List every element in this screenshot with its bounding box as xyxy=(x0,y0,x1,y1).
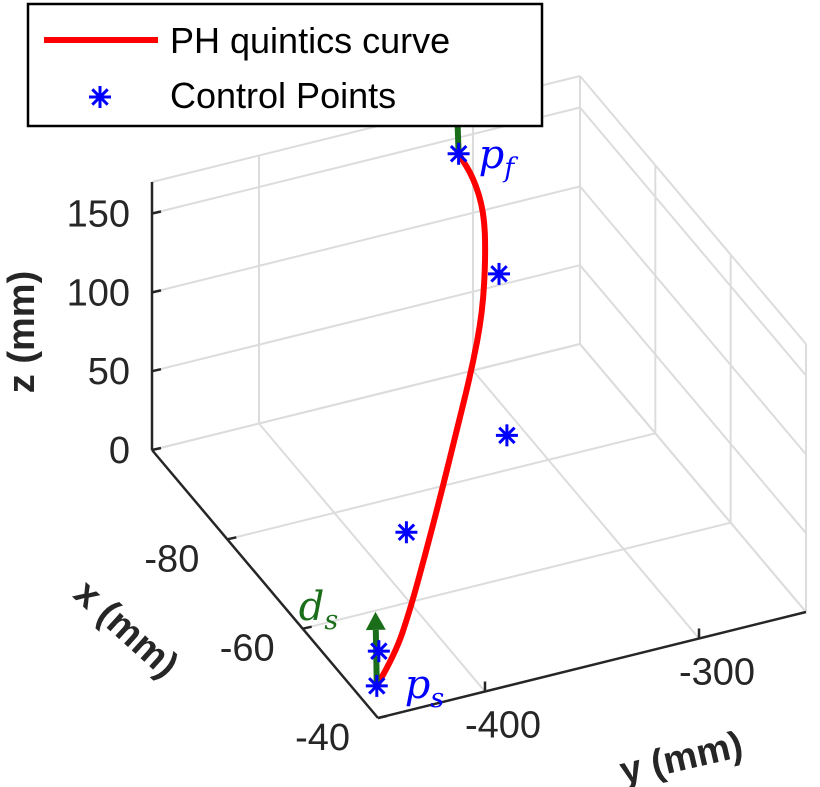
legend: PH quintics curve Control Points xyxy=(26,2,544,128)
grid-lines xyxy=(151,75,807,719)
floor-grid-line xyxy=(472,369,700,640)
y-axis-label: y (mm) xyxy=(616,724,747,787)
z-tick-mark xyxy=(151,367,162,373)
control-point xyxy=(495,424,518,447)
back-wall-grid-line xyxy=(151,264,581,373)
x-tick-mark xyxy=(227,536,237,541)
ph-quintic-curve xyxy=(373,150,489,689)
legend-asterisk xyxy=(89,86,111,108)
side-wall-grid-line xyxy=(579,106,807,377)
control-point xyxy=(367,640,390,663)
x-tick-label: -40 xyxy=(295,717,350,759)
start-tangent-arrow-head xyxy=(365,611,386,631)
x-tick-mark xyxy=(302,625,312,630)
legend-entry-curve: PH quintics curve xyxy=(170,20,450,61)
x-tick-label: -60 xyxy=(220,628,275,670)
axes xyxy=(150,182,807,720)
floor-grid-line xyxy=(302,521,731,630)
side-wall-grid-line xyxy=(579,264,807,534)
control-point xyxy=(395,521,418,544)
side-wall-grid-line xyxy=(579,185,807,455)
legend-box xyxy=(26,2,544,128)
x-tick-mark xyxy=(377,714,388,720)
z-tick-mark xyxy=(151,210,162,215)
side-wall-grid-line xyxy=(579,75,807,345)
y-tick-label: -300 xyxy=(679,652,755,694)
z-tick-label: 0 xyxy=(109,430,130,472)
control-point xyxy=(447,142,470,165)
z-tick-label: 150 xyxy=(67,194,130,236)
y-tick-label: -400 xyxy=(465,705,541,747)
label-pf: pf xyxy=(479,132,519,184)
z-tick-label: 50 xyxy=(88,351,130,393)
data-series xyxy=(365,77,518,697)
z-tick-label: 100 xyxy=(67,272,130,314)
y-axis-line xyxy=(377,610,807,720)
control-point xyxy=(488,262,511,285)
back-wall-grid-line xyxy=(151,343,581,451)
back-wall-grid-line xyxy=(151,185,581,294)
legend-entry-points: Control Points xyxy=(170,75,396,116)
z-tick-mark xyxy=(151,446,162,452)
x-tick-label: -80 xyxy=(144,538,199,580)
side-wall-grid-line xyxy=(579,343,807,613)
floor-grid-line xyxy=(258,422,486,693)
tick-labels: 0 50 100 150 -80 -60 -40 -400 -300 xyxy=(67,194,755,759)
label-ps: ps xyxy=(405,662,444,714)
control-point xyxy=(365,674,388,697)
z-axis-label: z (mm) xyxy=(1,271,43,393)
label-ds: ds xyxy=(299,584,338,636)
x-axis-line xyxy=(151,449,379,719)
z-tick-mark xyxy=(151,289,162,294)
legend-asterisk-swatch xyxy=(89,86,111,108)
x-axis-label: x (mm) xyxy=(66,572,187,687)
